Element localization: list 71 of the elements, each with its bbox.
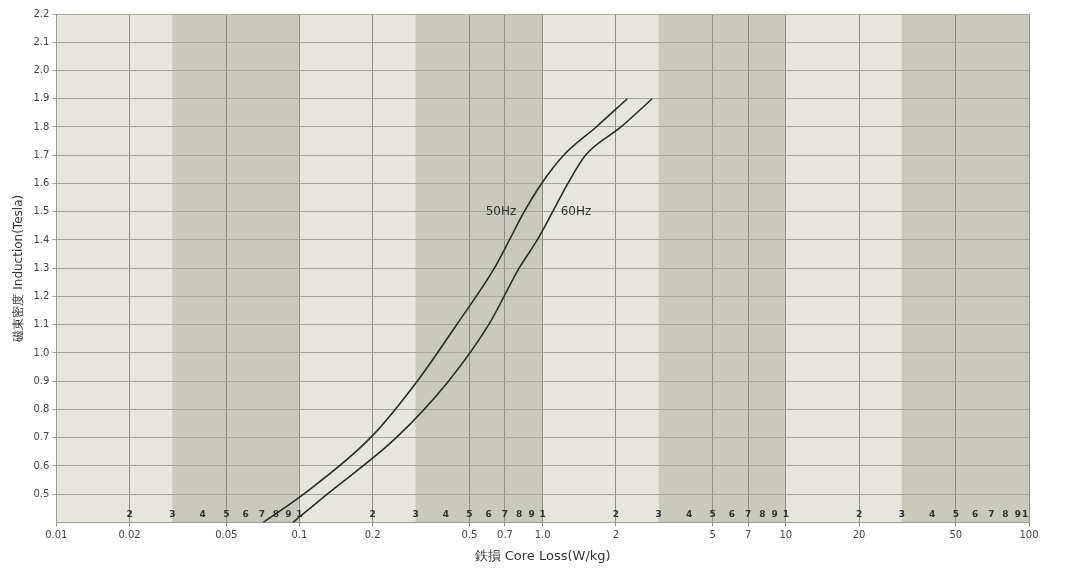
x-tick-label: 20 [852,528,866,540]
annotation: 8 [1002,508,1009,519]
x-tick-label: 0.1 [291,528,308,540]
annotation: 6 [728,508,736,519]
y-tick-label: 2.2 [33,7,50,19]
annotation: 1 [782,508,789,519]
annotation: 3 [655,508,662,519]
x-tick-label: 0.7 [497,528,513,540]
x-tick-label: 0.2 [364,528,381,540]
annotation: 9 [285,508,292,519]
y-tick-label: 1.8 [33,120,50,132]
y-tick-label: 2.1 [33,35,50,47]
annotation: 3 [412,508,419,519]
y-tick-label: 1.0 [33,346,50,358]
y-tick-label: 1.4 [33,233,50,245]
annotation: 4 [442,508,450,519]
x-tick-label: 0.5 [461,528,478,540]
x-tick-label: 0.02 [118,528,141,540]
annotation: 7 [988,508,995,519]
annotation: 8 [515,508,523,519]
annotation: 7 [258,508,265,519]
x-tick-label: 2 [612,528,620,540]
y-tick-label: 0.6 [33,459,50,471]
y-tick-label: 1.3 [33,261,50,273]
series-label: 50Hz [485,203,517,218]
y-tick-label: 1.5 [33,205,50,217]
x-tick-label: 0.01 [45,528,68,540]
x-tick-label: 1.0 [534,528,551,540]
x-axis-title: 鉄損 Core Loss(W/kg) [474,547,611,563]
annotation: 7 [501,508,509,519]
annotation: 2 [126,508,133,519]
annotation: 7 [745,508,752,519]
annotation: 4 [929,508,936,519]
annotation: 6 [242,508,249,519]
annotation: 1 [1021,508,1029,519]
annotation: 6 [971,508,979,519]
annotation: 5 [223,508,230,519]
y-tick-label: 1.2 [33,290,50,302]
annotation: 2 [855,508,863,519]
annotation: 9 [1014,508,1022,519]
annotation: 5 [952,508,959,519]
series-label: 60Hz [560,203,592,218]
x-tick-label: 0.05 [215,528,238,540]
annotation: 3 [169,508,176,519]
annotation: 8 [759,508,766,519]
y-tick-label: 0.9 [33,374,50,386]
y-tick-label: 2.0 [33,64,50,76]
annotation: 4 [685,508,693,519]
annotation: 5 [709,508,716,519]
annotation: 2 [369,508,376,519]
annotation: 6 [485,508,492,519]
annotation: 3 [898,508,905,519]
y-tick-label: 1.7 [33,148,50,160]
x-tick-label: 50 [949,528,963,540]
y-tick-label: 1.1 [33,318,50,330]
x-tick-label: 10 [779,528,793,540]
annotation: 5 [466,508,473,519]
y-axis-title: 磁束密度 Induction(Tesla) [11,194,26,343]
y-tick-label: 1.6 [33,177,50,189]
y-tick-label: 0.5 [33,487,50,499]
x-tick-label: 100 [1019,528,1039,540]
y-tick-label: 0.7 [33,431,50,443]
annotation: 9 [771,508,778,519]
annotation: 2 [612,508,619,519]
y-tick-label: 0.8 [33,403,50,415]
y-tick-label: 1.9 [33,92,50,104]
annotation: 9 [528,508,535,519]
x-tick-label: 7 [744,528,752,540]
annotation: 1 [539,508,546,519]
annotation: 4 [199,508,206,519]
x-tick-label: 5 [709,528,716,540]
